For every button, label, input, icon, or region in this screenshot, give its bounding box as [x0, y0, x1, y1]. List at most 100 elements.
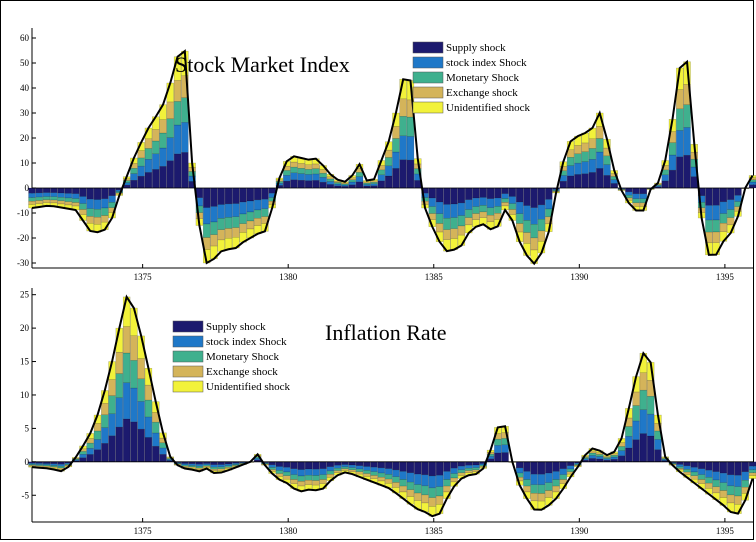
- bar-segment-stock-index: [639, 193, 648, 200]
- bar-segment-exchange: [86, 216, 94, 224]
- bar-segment-stock-index: [115, 189, 123, 192]
- bar-segment-monetary: [93, 209, 102, 218]
- bar-segment-supply: [93, 187, 102, 200]
- bar-segment-stock-index: [319, 176, 327, 183]
- bar-segment-monetary: [501, 198, 509, 203]
- bar-segment-supply: [559, 180, 567, 189]
- bar-segment-stock-index: [181, 463, 189, 466]
- bar-segment-stock-index: [130, 173, 138, 181]
- bar-segment-exchange: [399, 485, 407, 493]
- bar-segment-supply: [494, 452, 502, 463]
- bar-segment-monetary: [705, 477, 713, 484]
- y-tick-label: 50: [20, 58, 30, 68]
- bar-segment-stock-index: [224, 463, 233, 467]
- bar-segment-supply: [312, 461, 320, 470]
- bar-segment-supply: [181, 152, 189, 189]
- bar-segment-monetary: [283, 471, 291, 477]
- bar-segment-stock-index: [705, 470, 713, 478]
- bar-segment-exchange: [632, 202, 640, 207]
- bar-segment-monetary: [515, 213, 524, 224]
- bar-segment-supply: [515, 461, 524, 469]
- bar-segment-supply: [450, 187, 458, 205]
- bar-segment-supply: [399, 461, 407, 472]
- bar-segment-exchange: [443, 485, 451, 493]
- bar-segment-supply: [28, 187, 36, 194]
- bar-segment-exchange: [93, 217, 102, 225]
- bar-segment-monetary: [632, 405, 640, 422]
- x-tick-label: 1375: [134, 526, 153, 536]
- bar-segment-stock-index: [719, 472, 728, 483]
- x-tick-label: 1390: [570, 526, 589, 536]
- bar-segment-stock-index: [399, 471, 407, 480]
- bar-segment-exchange: [501, 202, 509, 207]
- bar-segment-monetary: [370, 471, 378, 476]
- bar-segment-monetary: [370, 182, 378, 185]
- bar-segment-exchange: [64, 201, 73, 206]
- bar-segment-exchange: [574, 145, 582, 154]
- bar-segment-monetary: [239, 213, 247, 224]
- bar-segment-stock-index: [101, 198, 109, 209]
- bar-segment-supply: [232, 187, 240, 204]
- bar-segment-supply: [588, 458, 597, 463]
- bar-segment-supply: [392, 461, 400, 471]
- bar-segment-stock-index: [748, 181, 756, 185]
- bar-segment-stock-index: [501, 444, 509, 453]
- bar-segment-supply: [719, 187, 728, 203]
- bar-segment-supply: [297, 461, 305, 470]
- bar-segment-stock-index: [348, 181, 356, 185]
- bar-segment-monetary: [137, 157, 145, 167]
- bar-segment-supply: [748, 461, 756, 467]
- bar-segment-monetary: [326, 178, 335, 182]
- bar-segment-monetary: [414, 484, 422, 494]
- bar-segment-exchange: [108, 379, 116, 396]
- y-tick-label: 60: [20, 33, 30, 43]
- bar-segment-exchange: [101, 215, 109, 223]
- legend-label: Monetary Shock: [446, 72, 520, 84]
- bar-segment-supply: [319, 181, 327, 189]
- bar-segment-supply: [486, 187, 495, 199]
- bar-segment-stock-index: [224, 203, 233, 218]
- bar-segment-monetary: [537, 484, 546, 494]
- bar-segment-supply: [617, 455, 626, 463]
- bar-segment-exchange: [443, 229, 451, 240]
- bar-segment-monetary: [705, 219, 713, 233]
- legend-label: Exchange shock: [446, 87, 518, 99]
- bar-segment-exchange: [79, 209, 87, 215]
- bar-segment-monetary: [115, 373, 123, 398]
- legend-label: Supply shock: [206, 321, 266, 333]
- bar-segment-supply: [384, 175, 393, 189]
- bar-segment-supply: [363, 461, 371, 467]
- legend: Supply shock stock index Shock Monetary Sh…: [172, 320, 291, 393]
- bar-segment-monetary: [472, 467, 480, 471]
- y-tick-label: -20: [17, 233, 29, 243]
- bar-segment-monetary: [64, 197, 73, 202]
- bar-segment-monetary: [159, 132, 167, 149]
- bar-segment-stock-index: [625, 191, 633, 196]
- bar-segment-exchange: [326, 474, 335, 478]
- bar-segment-supply: [290, 179, 298, 189]
- bar-segment-exchange: [712, 486, 720, 494]
- legend-label: Supply shock: [446, 42, 506, 54]
- bar-segment-monetary: [363, 182, 371, 185]
- bar-segment-stock-index: [523, 471, 531, 480]
- bar-segment-stock-index: [676, 130, 684, 157]
- bar-segment-stock-index: [79, 196, 87, 204]
- legend-label: Monetary Shock: [206, 351, 280, 363]
- bar-segment-stock-index: [377, 174, 386, 182]
- bar-segment-stock-index: [537, 204, 546, 220]
- bar-segment-supply: [428, 461, 436, 477]
- bar-segment-stock-index: [283, 174, 291, 182]
- bar-segment-stock-index: [355, 176, 364, 183]
- bar-segment-monetary: [588, 148, 597, 160]
- bar-segment-exchange: [377, 477, 386, 482]
- bar-segment-supply: [530, 187, 538, 208]
- bar-segment-supply: [224, 187, 233, 205]
- bar-segment-monetary: [465, 468, 473, 471]
- bar-segment-stock-index: [312, 173, 320, 181]
- bar-segment-stock-index: [108, 413, 116, 436]
- bar-segment-monetary: [457, 215, 466, 227]
- bar-segment-supply: [683, 461, 691, 467]
- bar-segment-supply: [479, 187, 487, 198]
- bar-segment-monetary: [494, 438, 502, 446]
- bar-segment-monetary: [625, 426, 633, 437]
